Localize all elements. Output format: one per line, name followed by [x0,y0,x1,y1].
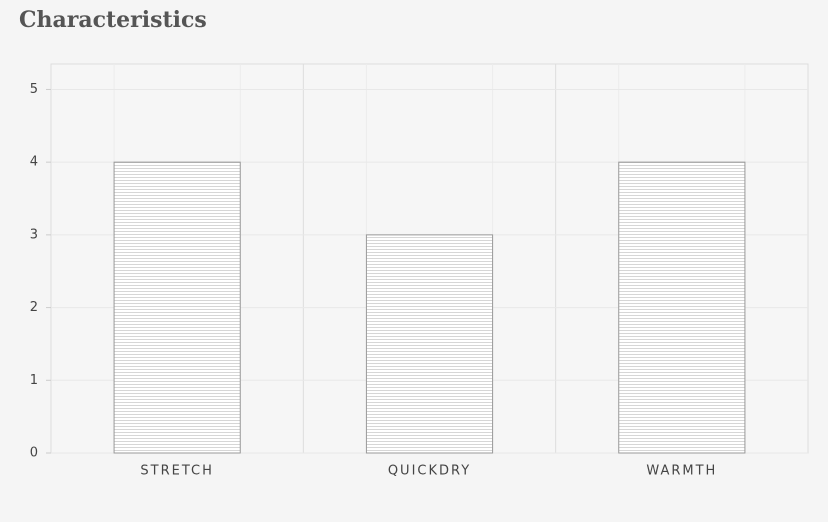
x-tick-label: QUICKDRY [388,464,471,479]
bar [618,161,746,454]
y-tick-label: 1 [30,373,38,388]
x-tick-label: WARMTH [646,464,717,479]
bar [113,161,241,454]
chart-title: Characteristics [19,7,207,33]
bar [365,234,494,454]
y-tick-label: 4 [30,155,38,170]
y-tick-label: 5 [30,82,38,97]
y-tick-label: 2 [30,300,38,315]
y-tick-label: 3 [30,227,38,242]
x-tick-label: STRETCH [140,464,213,479]
y-tick-label: 0 [30,446,38,461]
